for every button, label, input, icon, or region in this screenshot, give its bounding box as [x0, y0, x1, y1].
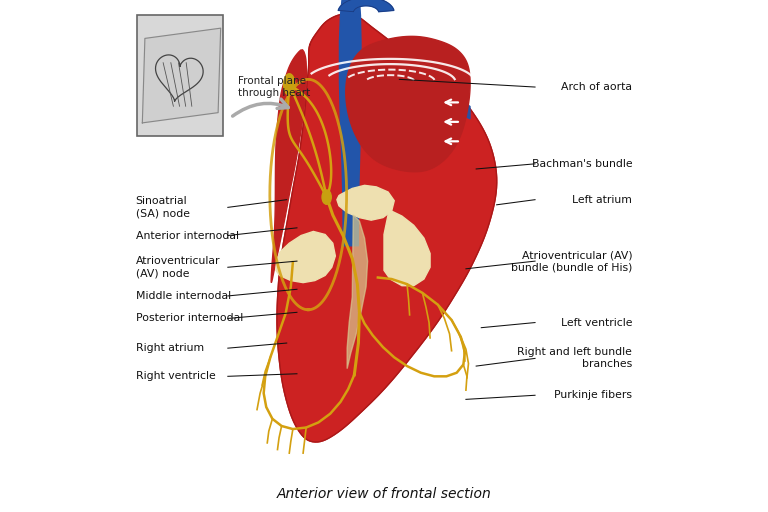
Polygon shape — [276, 231, 336, 283]
Polygon shape — [353, 87, 470, 119]
Polygon shape — [338, 0, 394, 12]
Ellipse shape — [322, 190, 331, 204]
Text: Right atrium: Right atrium — [136, 343, 204, 353]
Polygon shape — [346, 36, 470, 172]
Text: Anterior view of frontal section: Anterior view of frontal section — [276, 487, 492, 501]
Text: Left atrium: Left atrium — [572, 195, 632, 205]
Text: Anterior internodal: Anterior internodal — [136, 230, 239, 241]
Text: Purkinje fibers: Purkinje fibers — [554, 390, 632, 400]
Polygon shape — [142, 28, 220, 123]
Text: Left ventricle: Left ventricle — [561, 317, 632, 328]
Text: Right ventricle: Right ventricle — [136, 371, 216, 381]
Text: Atrioventricular (AV)
bundle (bundle of His): Atrioventricular (AV) bundle (bundle of … — [511, 250, 632, 272]
Text: Sinoatrial
(SA) node: Sinoatrial (SA) node — [136, 197, 190, 218]
Polygon shape — [271, 50, 306, 283]
Text: Posterior internodal: Posterior internodal — [136, 313, 243, 324]
Polygon shape — [337, 185, 394, 220]
Text: Right and left bundle
branches: Right and left bundle branches — [518, 348, 632, 369]
Text: Middle internodal: Middle internodal — [136, 291, 231, 301]
FancyBboxPatch shape — [137, 15, 223, 136]
Text: Frontal plane
through heart: Frontal plane through heart — [238, 76, 310, 98]
Polygon shape — [347, 215, 368, 369]
Text: Arch of aorta: Arch of aorta — [561, 82, 632, 92]
Polygon shape — [339, 0, 361, 246]
Polygon shape — [384, 210, 430, 286]
Ellipse shape — [283, 74, 295, 95]
Text: Bachman's bundle: Bachman's bundle — [531, 159, 632, 169]
Text: Atrioventricular
(AV) node: Atrioventricular (AV) node — [136, 257, 220, 278]
Polygon shape — [277, 14, 497, 442]
